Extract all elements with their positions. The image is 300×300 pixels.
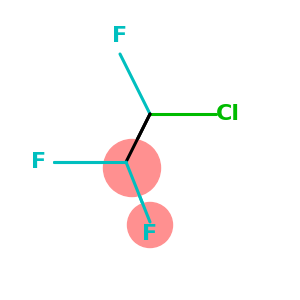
Text: F: F [112, 26, 128, 46]
Text: F: F [32, 152, 46, 172]
Circle shape [103, 140, 160, 196]
Circle shape [128, 202, 172, 247]
Text: Cl: Cl [216, 104, 240, 124]
Text: F: F [142, 224, 158, 244]
